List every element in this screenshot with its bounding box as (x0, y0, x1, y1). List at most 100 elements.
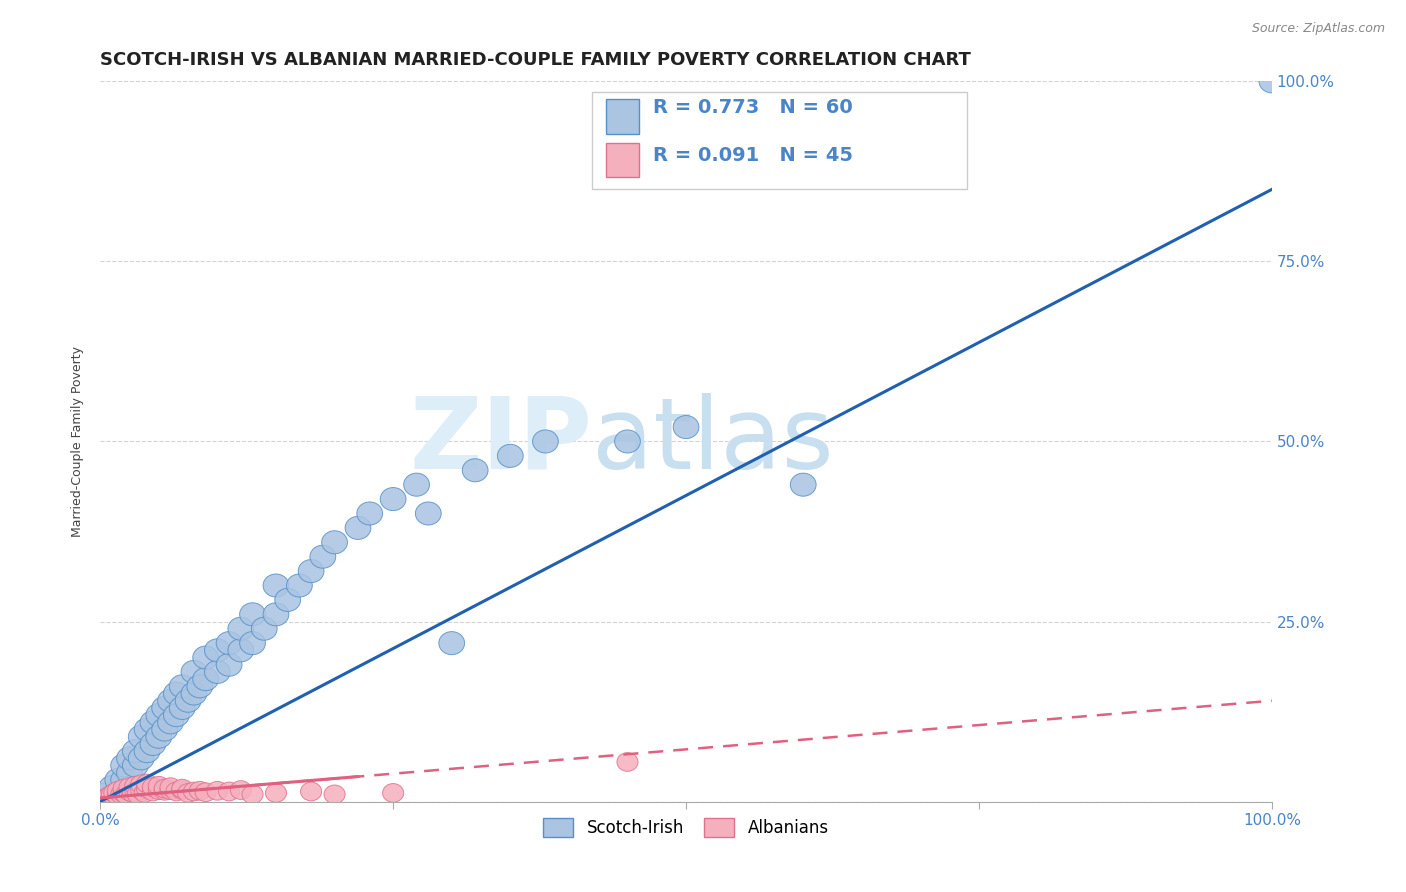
Ellipse shape (125, 776, 146, 795)
Ellipse shape (131, 780, 152, 799)
Ellipse shape (104, 783, 125, 802)
Ellipse shape (155, 781, 176, 800)
Ellipse shape (157, 690, 183, 713)
Ellipse shape (160, 778, 181, 797)
Ellipse shape (107, 787, 128, 805)
Ellipse shape (382, 783, 404, 802)
Y-axis label: Married-Couple Family Poverty: Married-Couple Family Poverty (72, 346, 84, 537)
Ellipse shape (160, 780, 181, 799)
Ellipse shape (122, 783, 143, 802)
Ellipse shape (122, 739, 148, 763)
Ellipse shape (228, 639, 253, 662)
Text: SCOTCH-IRISH VS ALBANIAN MARRIED-COUPLE FAMILY POVERTY CORRELATION CHART: SCOTCH-IRISH VS ALBANIAN MARRIED-COUPLE … (100, 51, 972, 69)
Ellipse shape (323, 785, 344, 804)
Ellipse shape (111, 768, 136, 791)
Ellipse shape (155, 780, 176, 798)
Ellipse shape (187, 675, 212, 698)
Ellipse shape (181, 682, 207, 705)
Ellipse shape (217, 653, 242, 676)
Ellipse shape (115, 785, 136, 804)
Ellipse shape (415, 502, 441, 525)
Legend: Scotch-Irish, Albanians: Scotch-Irish, Albanians (537, 811, 835, 844)
Ellipse shape (146, 725, 172, 748)
Ellipse shape (266, 783, 287, 802)
Ellipse shape (1258, 70, 1285, 93)
Ellipse shape (163, 704, 190, 727)
Ellipse shape (152, 697, 177, 720)
Ellipse shape (101, 785, 122, 804)
Ellipse shape (146, 704, 172, 727)
Ellipse shape (498, 444, 523, 467)
Ellipse shape (141, 711, 166, 734)
Ellipse shape (148, 780, 169, 799)
Ellipse shape (163, 682, 190, 705)
Ellipse shape (142, 778, 163, 797)
Ellipse shape (218, 782, 239, 801)
Ellipse shape (112, 780, 134, 798)
Ellipse shape (301, 782, 322, 801)
Ellipse shape (131, 775, 152, 794)
Ellipse shape (190, 781, 211, 800)
Ellipse shape (136, 774, 157, 793)
Ellipse shape (128, 747, 155, 770)
Ellipse shape (93, 783, 120, 805)
Ellipse shape (169, 697, 195, 720)
Text: R = 0.091   N = 45: R = 0.091 N = 45 (654, 146, 853, 165)
Ellipse shape (98, 776, 125, 798)
Ellipse shape (242, 785, 263, 804)
Ellipse shape (357, 502, 382, 525)
Text: R = 0.773   N = 60: R = 0.773 N = 60 (654, 98, 853, 118)
Ellipse shape (134, 739, 160, 763)
Ellipse shape (533, 430, 558, 453)
Ellipse shape (148, 776, 169, 795)
Ellipse shape (120, 778, 141, 797)
Ellipse shape (252, 617, 277, 640)
Text: Source: ZipAtlas.com: Source: ZipAtlas.com (1251, 22, 1385, 36)
Ellipse shape (98, 787, 120, 805)
Ellipse shape (790, 473, 815, 496)
Ellipse shape (172, 780, 193, 799)
Ellipse shape (111, 785, 132, 804)
Ellipse shape (177, 783, 198, 802)
Ellipse shape (404, 473, 429, 496)
Ellipse shape (181, 660, 207, 683)
FancyBboxPatch shape (606, 99, 640, 134)
Ellipse shape (322, 531, 347, 554)
Ellipse shape (152, 718, 177, 741)
Ellipse shape (125, 781, 146, 800)
Ellipse shape (231, 780, 252, 799)
Ellipse shape (673, 416, 699, 439)
Ellipse shape (614, 430, 640, 453)
Ellipse shape (107, 781, 128, 800)
Ellipse shape (141, 732, 166, 756)
Ellipse shape (117, 747, 142, 770)
Ellipse shape (309, 545, 336, 568)
Ellipse shape (463, 458, 488, 482)
Ellipse shape (169, 675, 195, 698)
Ellipse shape (176, 690, 201, 713)
Ellipse shape (617, 753, 638, 772)
Ellipse shape (111, 754, 136, 777)
Ellipse shape (239, 603, 266, 626)
Ellipse shape (127, 785, 148, 804)
Ellipse shape (120, 782, 141, 801)
Ellipse shape (195, 783, 217, 802)
Text: ZIP: ZIP (409, 393, 592, 490)
Ellipse shape (128, 725, 155, 748)
Ellipse shape (122, 754, 148, 777)
Ellipse shape (204, 639, 231, 662)
FancyBboxPatch shape (592, 92, 967, 189)
Ellipse shape (112, 783, 134, 802)
Ellipse shape (96, 789, 117, 807)
Ellipse shape (217, 632, 242, 655)
Ellipse shape (157, 711, 183, 734)
Ellipse shape (263, 574, 288, 597)
Ellipse shape (193, 646, 218, 669)
Ellipse shape (117, 761, 142, 784)
Ellipse shape (439, 632, 464, 655)
Ellipse shape (204, 660, 231, 683)
Ellipse shape (172, 780, 193, 798)
FancyBboxPatch shape (606, 143, 640, 178)
Ellipse shape (287, 574, 312, 597)
Ellipse shape (134, 718, 160, 741)
